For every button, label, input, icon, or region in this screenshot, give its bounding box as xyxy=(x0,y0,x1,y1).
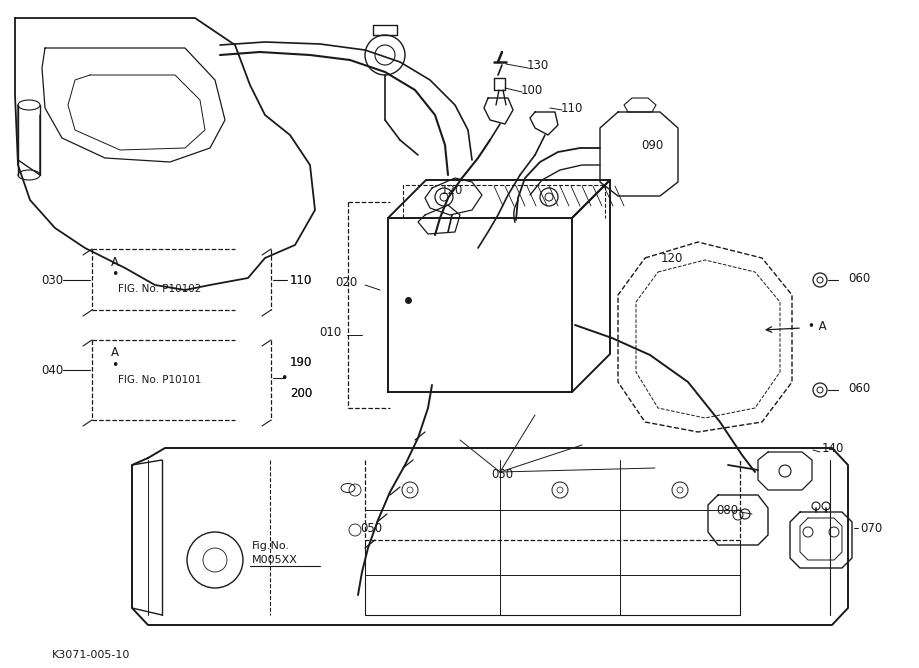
Text: 010: 010 xyxy=(320,325,342,339)
Text: 110: 110 xyxy=(561,102,583,114)
Text: 050: 050 xyxy=(491,468,513,482)
Text: 060: 060 xyxy=(847,381,869,395)
Text: 060: 060 xyxy=(847,271,869,285)
Text: •: • xyxy=(111,267,119,281)
Text: •: • xyxy=(280,371,288,385)
Text: M005XX: M005XX xyxy=(252,555,298,565)
Text: 030: 030 xyxy=(40,273,63,287)
Text: 020: 020 xyxy=(335,275,357,289)
Text: 040: 040 xyxy=(40,363,63,377)
Text: 090: 090 xyxy=(641,138,663,152)
Text: Fig.No.: Fig.No. xyxy=(252,541,289,551)
Text: 200: 200 xyxy=(289,387,312,399)
Text: 200: 200 xyxy=(289,387,312,399)
Text: 120: 120 xyxy=(440,184,462,196)
Text: •: • xyxy=(111,359,119,371)
Text: 190: 190 xyxy=(289,355,312,369)
Text: 070: 070 xyxy=(859,522,881,534)
Text: 050: 050 xyxy=(359,522,381,534)
Text: 080: 080 xyxy=(715,504,737,516)
Text: 190: 190 xyxy=(289,355,312,369)
Text: 110: 110 xyxy=(289,273,312,287)
Text: FIG. No. P10101: FIG. No. P10101 xyxy=(118,375,201,385)
Text: 100: 100 xyxy=(520,84,542,96)
Text: 120: 120 xyxy=(660,251,683,265)
Text: 110: 110 xyxy=(289,273,312,287)
Text: • A: • A xyxy=(807,319,826,333)
Text: A: A xyxy=(111,345,119,359)
Text: FIG. No. P10102: FIG. No. P10102 xyxy=(118,284,201,294)
Text: 140: 140 xyxy=(821,442,844,454)
Text: A: A xyxy=(111,255,119,269)
Text: 130: 130 xyxy=(527,59,549,71)
Text: K3071-005-10: K3071-005-10 xyxy=(52,650,130,660)
